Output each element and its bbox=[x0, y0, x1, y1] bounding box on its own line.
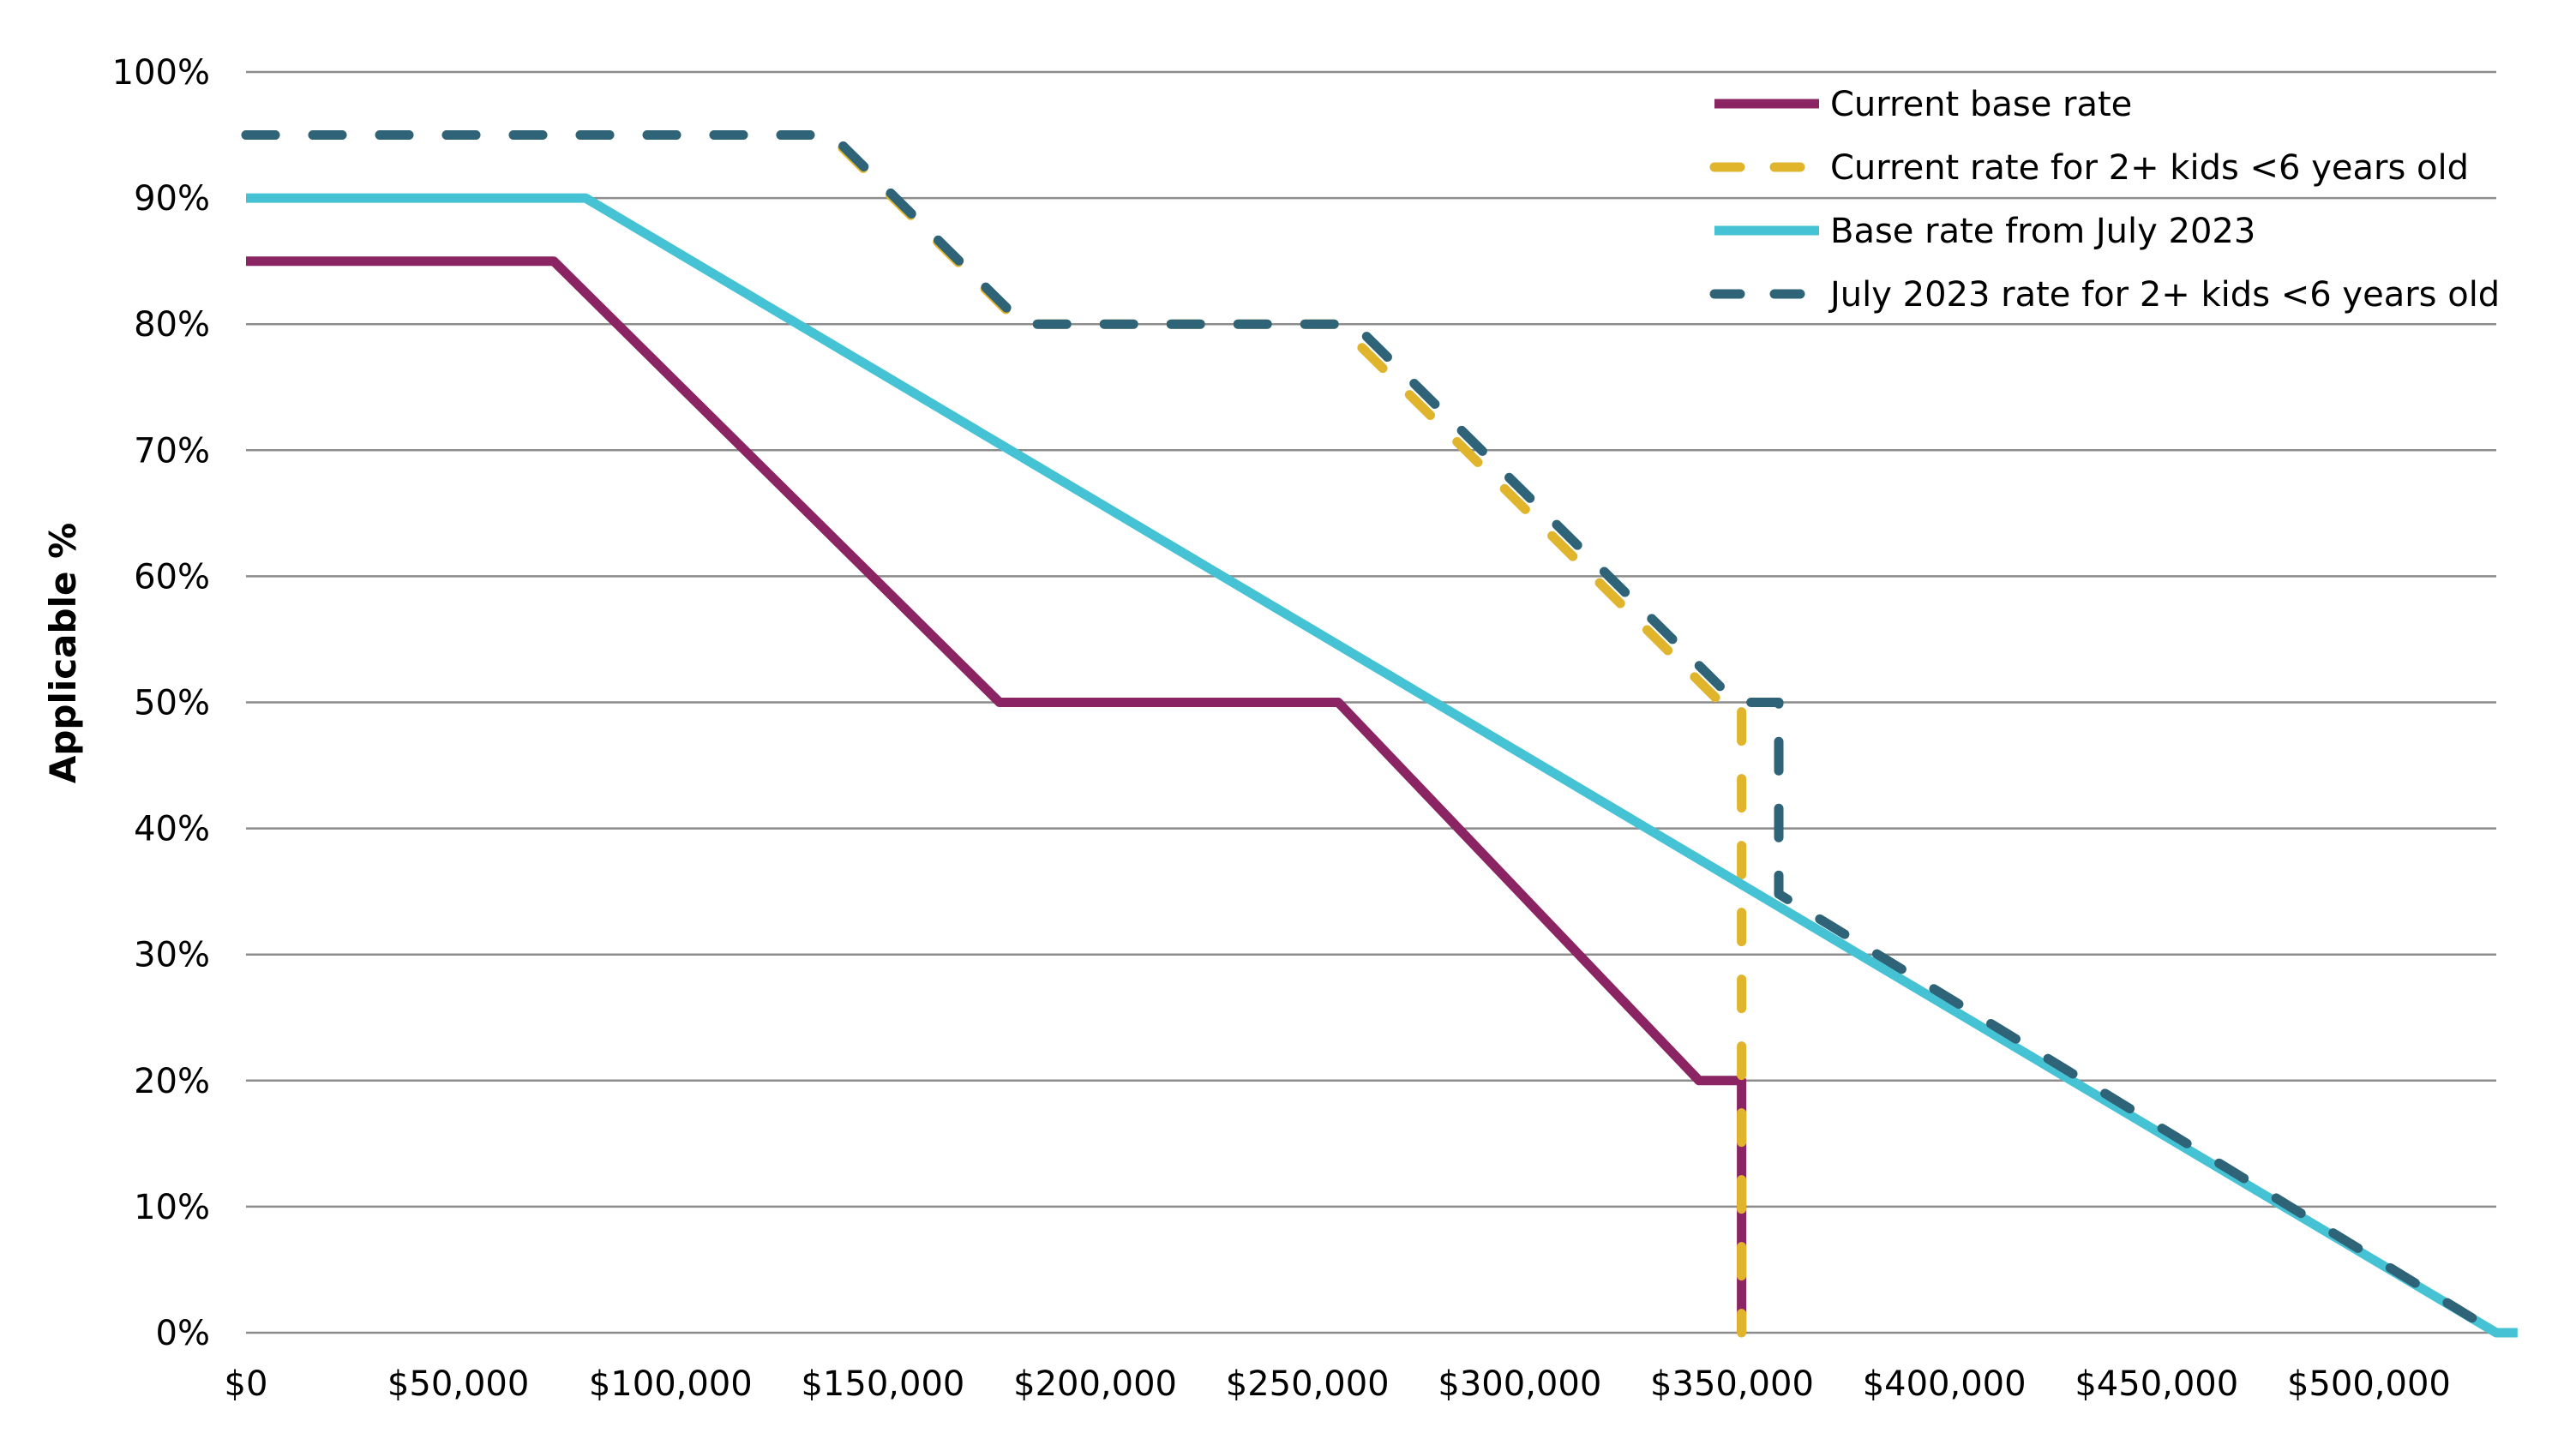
x-tick-label: $250,000 bbox=[1226, 1364, 1390, 1404]
legend-label: July 2023 rate for 2+ kids <6 years old bbox=[1828, 275, 2500, 315]
y-tick-label: 50% bbox=[134, 684, 210, 723]
x-tick-label: $150,000 bbox=[801, 1364, 964, 1404]
y-tick-label: 90% bbox=[134, 179, 210, 219]
y-axis-title: Applicable % bbox=[42, 523, 84, 783]
x-tick-label: $300,000 bbox=[1438, 1364, 1601, 1404]
y-tick-label: 100% bbox=[112, 53, 210, 93]
y-tick-label: 20% bbox=[134, 1062, 210, 1101]
series-line-3 bbox=[246, 193, 2518, 1338]
x-axis-ticks: $0 $50,000 $100,000 $150,000 $200,000 $250,00… bbox=[225, 1364, 2451, 1404]
legend-label: Current rate for 2+ kids <6 years old bbox=[1830, 148, 2469, 188]
y-tick-label: 80% bbox=[134, 305, 210, 345]
series-line-2 bbox=[241, 130, 1747, 1338]
x-tick-label: $400,000 bbox=[1863, 1364, 2027, 1404]
y-tick-label: 0% bbox=[156, 1314, 210, 1353]
legend: Current base rate Current rate for 2+ kid… bbox=[1709, 85, 2500, 315]
y-tick-label: 70% bbox=[134, 431, 210, 471]
legend-label: Current base rate bbox=[1830, 85, 2132, 124]
gridlines bbox=[246, 70, 2496, 1334]
x-tick-label: $500,000 bbox=[2287, 1364, 2451, 1404]
x-tick-label: $0 bbox=[225, 1364, 268, 1404]
series-line-1 bbox=[246, 256, 1747, 1333]
series-lines bbox=[241, 130, 2518, 1338]
y-tick-label: 10% bbox=[134, 1188, 210, 1227]
x-tick-label: $100,000 bbox=[589, 1364, 753, 1404]
x-tick-label: $450,000 bbox=[2075, 1364, 2238, 1404]
series-line-4 bbox=[241, 130, 2501, 1338]
x-tick-label: $350,000 bbox=[1650, 1364, 1814, 1404]
x-tick-label: $50,000 bbox=[387, 1364, 529, 1404]
y-tick-label: 30% bbox=[134, 936, 210, 975]
y-tick-label: 40% bbox=[134, 810, 210, 849]
x-tick-label: $200,000 bbox=[1013, 1364, 1177, 1404]
legend-label: Base rate from July 2023 bbox=[1830, 212, 2255, 251]
y-tick-label: 60% bbox=[134, 557, 210, 597]
y-axis-ticks: 0% 10% 20% 30% 40% 50% 60% 70% 80% 90% 100% bbox=[112, 53, 210, 1353]
